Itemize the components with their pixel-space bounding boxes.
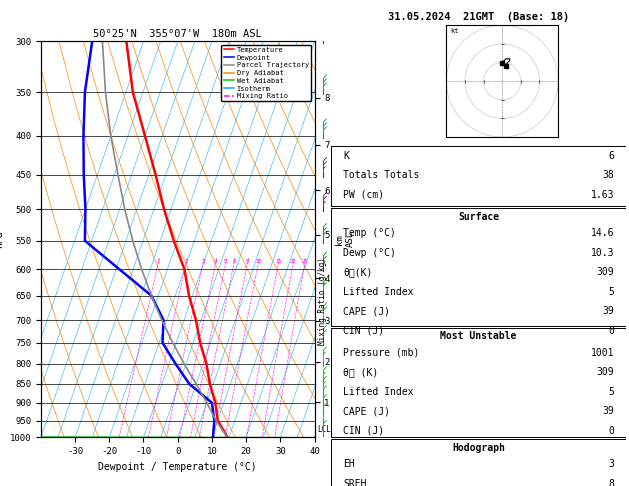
Text: 5: 5: [608, 287, 614, 297]
X-axis label: Dewpoint / Temperature (°C): Dewpoint / Temperature (°C): [98, 462, 257, 472]
Text: 31.05.2024  21GMT  (Base: 18): 31.05.2024 21GMT (Base: 18): [388, 12, 569, 22]
Text: Lifted Index: Lifted Index: [343, 287, 414, 297]
Text: 25: 25: [301, 259, 308, 264]
Text: 38: 38: [603, 170, 614, 180]
Text: 0: 0: [608, 326, 614, 336]
Y-axis label: km
ASL: km ASL: [335, 231, 355, 247]
Text: CAPE (J): CAPE (J): [343, 406, 390, 417]
Text: 2: 2: [184, 259, 187, 264]
Text: 39: 39: [603, 306, 614, 316]
Text: 1: 1: [157, 259, 160, 264]
Text: CAPE (J): CAPE (J): [343, 306, 390, 316]
Text: kt: kt: [450, 28, 459, 34]
Text: 14.6: 14.6: [591, 228, 614, 239]
Text: EH: EH: [343, 459, 355, 469]
Text: Lifted Index: Lifted Index: [343, 387, 414, 397]
Text: 20: 20: [290, 259, 296, 264]
Text: 3: 3: [608, 459, 614, 469]
Text: CIN (J): CIN (J): [343, 426, 384, 436]
Text: θᴇ (K): θᴇ (K): [343, 367, 379, 378]
Text: 8: 8: [608, 479, 614, 486]
Text: 10: 10: [255, 259, 262, 264]
Text: θᴇ(K): θᴇ(K): [343, 267, 372, 278]
Text: Mixing Ratio (g/kg): Mixing Ratio (g/kg): [318, 258, 326, 345]
Text: Temp (°C): Temp (°C): [343, 228, 396, 239]
Text: Most Unstable: Most Unstable: [440, 331, 517, 342]
Text: 1001: 1001: [591, 348, 614, 358]
Text: 6: 6: [232, 259, 235, 264]
Text: 0: 0: [608, 426, 614, 436]
Text: LCL: LCL: [317, 425, 331, 434]
Text: 309: 309: [596, 267, 614, 278]
Text: 39: 39: [603, 406, 614, 417]
Title: 50°25'N  355°07'W  180m ASL: 50°25'N 355°07'W 180m ASL: [93, 29, 262, 39]
Text: 5: 5: [608, 387, 614, 397]
Text: Dewp (°C): Dewp (°C): [343, 248, 396, 258]
Text: 1.63: 1.63: [591, 190, 614, 200]
Text: Hodograph: Hodograph: [452, 443, 505, 453]
Text: 8: 8: [246, 259, 249, 264]
Text: K: K: [343, 151, 349, 161]
Text: Surface: Surface: [458, 212, 499, 222]
Text: 5: 5: [224, 259, 227, 264]
Text: 10.3: 10.3: [591, 248, 614, 258]
Text: CIN (J): CIN (J): [343, 326, 384, 336]
Text: 309: 309: [596, 367, 614, 378]
Text: Totals Totals: Totals Totals: [343, 170, 420, 180]
Text: 15: 15: [275, 259, 282, 264]
Text: PW (cm): PW (cm): [343, 190, 384, 200]
Legend: Temperature, Dewpoint, Parcel Trajectory, Dry Adiabat, Wet Adiabat, Isotherm, Mi: Temperature, Dewpoint, Parcel Trajectory…: [221, 45, 311, 102]
Text: 3: 3: [201, 259, 204, 264]
Text: SREH: SREH: [343, 479, 367, 486]
Text: 4: 4: [214, 259, 217, 264]
Y-axis label: hPa: hPa: [0, 230, 4, 248]
Text: 6: 6: [608, 151, 614, 161]
Text: Pressure (mb): Pressure (mb): [343, 348, 420, 358]
